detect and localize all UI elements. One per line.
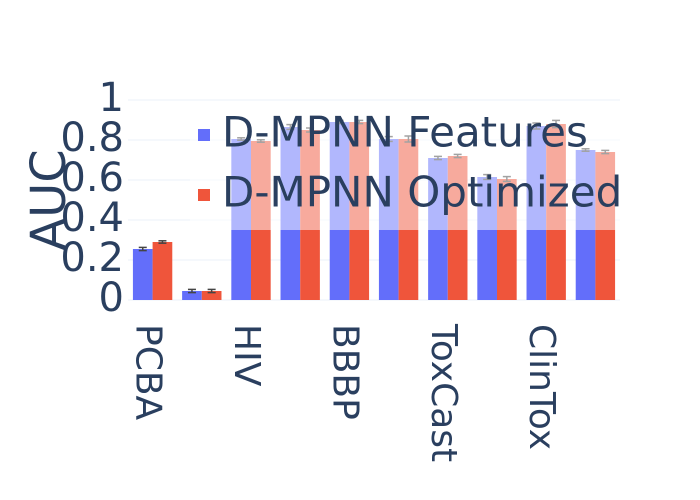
x-tick-label: ToxCast [423, 323, 464, 462]
x-tick-label: ClinTox [521, 324, 562, 450]
legend-label: D-MPNN Optimized [222, 168, 622, 217]
y-tick-label: 1 [99, 75, 124, 121]
error-bar [138, 246, 147, 252]
legend-swatch [198, 189, 210, 201]
x-tick-label: HIV [226, 324, 267, 387]
y-axis-title: AUC [21, 149, 77, 250]
bar [182, 291, 202, 300]
error-bar [207, 288, 216, 294]
error-bar [187, 288, 196, 294]
bar [201, 291, 222, 300]
legend-label: D-MPNN Features [222, 108, 588, 157]
legend-background [190, 108, 630, 230]
error-bar [158, 240, 167, 244]
y-tick-label: 0.2 [60, 235, 124, 281]
y-tick-label: 0.4 [60, 195, 124, 241]
y-tick-label: 0.6 [60, 155, 124, 201]
y-tick-label: 0 [99, 275, 124, 321]
x-tick-label: BBBP [324, 324, 365, 420]
x-tick-label: PCBA [128, 324, 169, 421]
y-tick-label: 0.8 [60, 115, 124, 161]
bar [132, 249, 153, 300]
bar [152, 242, 173, 300]
legend-swatch [198, 129, 210, 141]
